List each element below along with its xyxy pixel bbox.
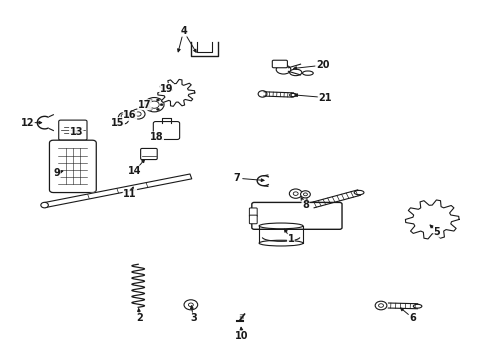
Ellipse shape	[412, 304, 421, 308]
Text: 6: 6	[408, 313, 415, 323]
FancyBboxPatch shape	[141, 148, 157, 159]
Text: 1: 1	[287, 234, 294, 244]
Circle shape	[135, 112, 141, 116]
Circle shape	[131, 109, 145, 119]
Ellipse shape	[259, 223, 303, 229]
Text: 17: 17	[138, 100, 151, 110]
Text: 7: 7	[233, 173, 240, 183]
Circle shape	[293, 192, 298, 195]
Ellipse shape	[259, 240, 303, 246]
Ellipse shape	[118, 113, 129, 124]
Ellipse shape	[41, 202, 48, 208]
FancyBboxPatch shape	[249, 208, 257, 217]
Circle shape	[183, 300, 197, 310]
Ellipse shape	[289, 69, 301, 76]
Text: 15: 15	[111, 118, 124, 128]
Circle shape	[156, 108, 159, 111]
Text: 4: 4	[180, 26, 186, 36]
Text: 2: 2	[136, 313, 143, 323]
Ellipse shape	[289, 93, 296, 96]
Circle shape	[170, 89, 182, 97]
Circle shape	[160, 104, 163, 106]
Circle shape	[156, 99, 159, 101]
FancyBboxPatch shape	[153, 122, 179, 139]
Text: 3: 3	[189, 313, 196, 323]
Circle shape	[378, 304, 383, 307]
Polygon shape	[158, 80, 194, 106]
Circle shape	[374, 301, 386, 310]
Circle shape	[289, 189, 302, 198]
Text: 8: 8	[302, 200, 308, 210]
FancyBboxPatch shape	[249, 215, 257, 224]
Circle shape	[303, 193, 307, 196]
Circle shape	[423, 213, 440, 226]
Circle shape	[427, 217, 435, 222]
Text: 9: 9	[53, 168, 60, 178]
Ellipse shape	[353, 190, 363, 195]
Text: 11: 11	[123, 189, 136, 199]
Circle shape	[300, 191, 310, 198]
Text: 5: 5	[433, 227, 440, 237]
Text: 14: 14	[128, 166, 141, 176]
Text: 13: 13	[69, 127, 83, 136]
FancyBboxPatch shape	[251, 202, 341, 229]
Ellipse shape	[302, 71, 313, 75]
Text: 18: 18	[150, 132, 163, 142]
Text: 19: 19	[160, 84, 173, 94]
Text: 10: 10	[235, 331, 248, 341]
FancyBboxPatch shape	[59, 120, 87, 140]
Ellipse shape	[276, 65, 290, 74]
Ellipse shape	[121, 114, 126, 118]
Circle shape	[144, 98, 163, 112]
Text: 16: 16	[123, 111, 136, 121]
Polygon shape	[405, 200, 458, 239]
Circle shape	[188, 303, 193, 307]
FancyBboxPatch shape	[272, 60, 287, 68]
FancyBboxPatch shape	[49, 140, 96, 193]
Text: 20: 20	[315, 60, 328, 70]
Text: 21: 21	[318, 93, 331, 103]
Polygon shape	[43, 174, 191, 207]
Text: 12: 12	[20, 118, 34, 128]
Circle shape	[149, 99, 152, 101]
Circle shape	[149, 108, 152, 111]
Circle shape	[258, 91, 266, 97]
Circle shape	[149, 101, 159, 108]
Circle shape	[145, 104, 148, 106]
